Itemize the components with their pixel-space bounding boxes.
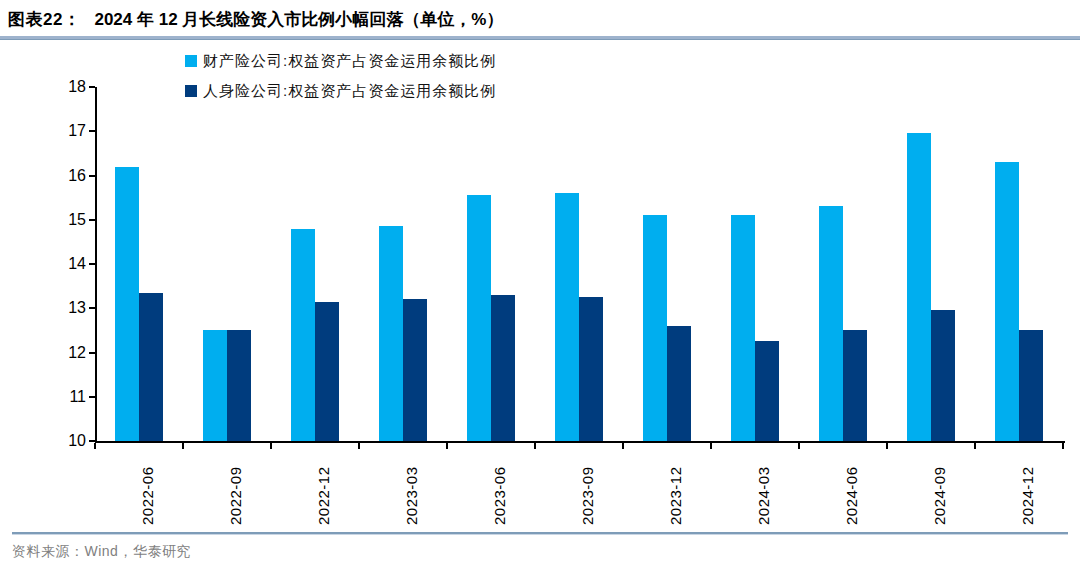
x-axis-tick	[182, 443, 184, 449]
x-axis-line	[95, 441, 1065, 443]
x-axis-label: 2024-09	[931, 445, 947, 525]
bar-2022-09-series1	[203, 330, 227, 441]
bar-2022-06-series2	[139, 293, 163, 441]
bar-2024-06-series2	[843, 330, 867, 441]
x-axis-label: 2024-06	[843, 445, 859, 525]
x-axis-label: 2024-03	[755, 445, 771, 525]
x-axis-tick	[798, 443, 800, 449]
x-axis-label: 2024-12	[1019, 445, 1035, 525]
x-axis-tick	[270, 443, 272, 449]
x-axis-tick	[534, 443, 536, 449]
x-axis-tick	[94, 443, 96, 449]
y-axis-tick	[89, 86, 95, 88]
y-axis-tick-label: 18	[50, 78, 86, 96]
report-figure-page: 图表22：2024 年 12 月长线险资入市比例小幅回落（单位，%） 财产险公司…	[0, 0, 1080, 567]
y-axis-tick-label: 13	[50, 299, 86, 317]
y-axis-tick	[89, 175, 95, 177]
bar-chart: 10 11 12 13 14 15 16 17 18 2022-06 2022-09 2022-12 2…	[0, 0, 1080, 567]
y-axis-tick	[89, 130, 95, 132]
bar-2023-09-series1	[555, 193, 579, 441]
y-axis-tick-label: 11	[50, 388, 86, 406]
y-axis-tick	[89, 440, 95, 442]
x-axis-label: 2023-03	[403, 445, 419, 525]
y-axis-tick-label: 10	[50, 432, 86, 450]
footer-divider	[12, 532, 1068, 535]
bar-2023-06-series1	[467, 195, 491, 441]
y-axis-tick	[89, 219, 95, 221]
x-axis-tick	[886, 443, 888, 449]
bar-2023-12-series2	[667, 326, 691, 441]
x-axis-label: 2022-06	[139, 445, 155, 525]
x-axis-label: 2022-09	[227, 445, 243, 525]
bar-2023-12-series1	[643, 215, 667, 441]
x-axis-label: 2023-12	[667, 445, 683, 525]
bar-2022-12-series1	[291, 229, 315, 441]
y-axis-tick	[89, 307, 95, 309]
y-axis-tick	[89, 263, 95, 265]
y-axis-tick-label: 16	[50, 167, 86, 185]
bar-2024-12-series2	[1019, 330, 1043, 441]
bar-2022-09-series2	[227, 330, 251, 441]
x-axis-label: 2023-09	[579, 445, 595, 525]
bar-2024-09-series1	[907, 133, 931, 441]
y-axis-tick-label: 12	[50, 344, 86, 362]
bar-2023-03-series1	[379, 226, 403, 441]
y-axis-line	[95, 87, 97, 443]
x-axis-tick	[622, 443, 624, 449]
bar-2022-12-series2	[315, 302, 339, 441]
bar-2024-03-series1	[731, 215, 755, 441]
y-axis-tick	[89, 396, 95, 398]
bar-2024-12-series1	[995, 162, 1019, 441]
bar-2024-09-series2	[931, 310, 955, 441]
bar-2024-03-series2	[755, 341, 779, 441]
x-axis-tick	[710, 443, 712, 449]
bar-2024-06-series1	[819, 206, 843, 441]
y-axis-tick-label: 17	[50, 122, 86, 140]
bar-2022-06-series1	[115, 167, 139, 441]
x-axis-label: 2023-06	[491, 445, 507, 525]
y-axis-tick-label: 14	[50, 255, 86, 273]
bar-2023-03-series2	[403, 299, 427, 441]
bar-2023-06-series2	[491, 295, 515, 441]
x-axis-tick	[1062, 443, 1064, 449]
x-axis-tick	[446, 443, 448, 449]
y-axis-tick-label: 15	[50, 211, 86, 229]
source-note: 资料来源：Wind，华泰研究	[12, 543, 191, 561]
x-axis-label: 2022-12	[315, 445, 331, 525]
y-axis-tick	[89, 352, 95, 354]
x-axis-tick	[358, 443, 360, 449]
bar-2023-09-series2	[579, 297, 603, 441]
x-axis-tick	[974, 443, 976, 449]
